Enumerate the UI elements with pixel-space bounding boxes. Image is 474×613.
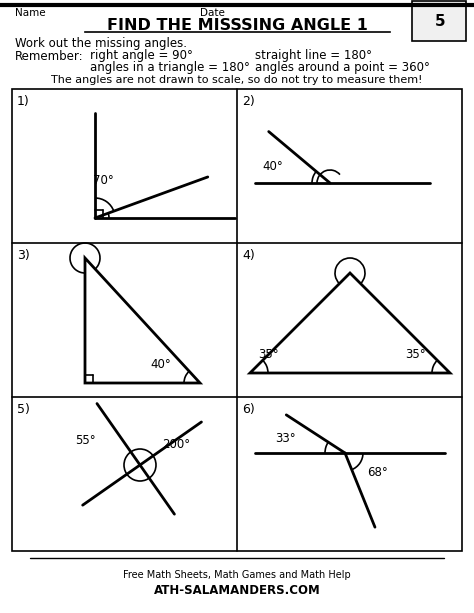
Text: 33°: 33° xyxy=(275,433,296,446)
Text: straight line = 180°: straight line = 180° xyxy=(255,50,372,63)
Text: Free Math Sheets, Math Games and Math Help: Free Math Sheets, Math Games and Math He… xyxy=(123,570,351,580)
Text: Name: Name xyxy=(15,8,46,18)
Text: 68°: 68° xyxy=(367,466,388,479)
Bar xyxy=(12,89,462,551)
Text: angles around a point = 360°: angles around a point = 360° xyxy=(255,61,430,75)
FancyBboxPatch shape xyxy=(412,1,466,41)
Text: Remember:: Remember: xyxy=(15,50,83,63)
Text: 40°: 40° xyxy=(150,359,171,371)
Text: 40°: 40° xyxy=(262,161,283,173)
Text: 200°: 200° xyxy=(162,438,190,452)
Text: angles in a triangle = 180°: angles in a triangle = 180° xyxy=(90,61,250,75)
Text: FIND THE MISSSING ANGLE 1: FIND THE MISSSING ANGLE 1 xyxy=(107,18,367,34)
Text: 1): 1) xyxy=(17,94,30,107)
Text: The angles are not drawn to scale, so do not try to measure them!: The angles are not drawn to scale, so do… xyxy=(51,75,423,85)
Text: Work out the missing angles.: Work out the missing angles. xyxy=(15,37,187,50)
Text: 55°: 55° xyxy=(75,433,96,446)
Text: 35°: 35° xyxy=(258,349,279,362)
Text: 2): 2) xyxy=(242,94,255,107)
Text: 5): 5) xyxy=(17,403,30,416)
Text: right angle = 90°: right angle = 90° xyxy=(90,50,193,63)
Text: ATH-SALAMANDERS.COM: ATH-SALAMANDERS.COM xyxy=(154,585,320,598)
Text: 70°: 70° xyxy=(93,173,114,186)
Text: Date: Date xyxy=(200,8,225,18)
Text: 4): 4) xyxy=(242,248,255,262)
Text: 35°: 35° xyxy=(405,349,426,362)
Text: 6): 6) xyxy=(242,403,255,416)
Text: 3): 3) xyxy=(17,248,30,262)
Text: 5: 5 xyxy=(435,13,445,28)
